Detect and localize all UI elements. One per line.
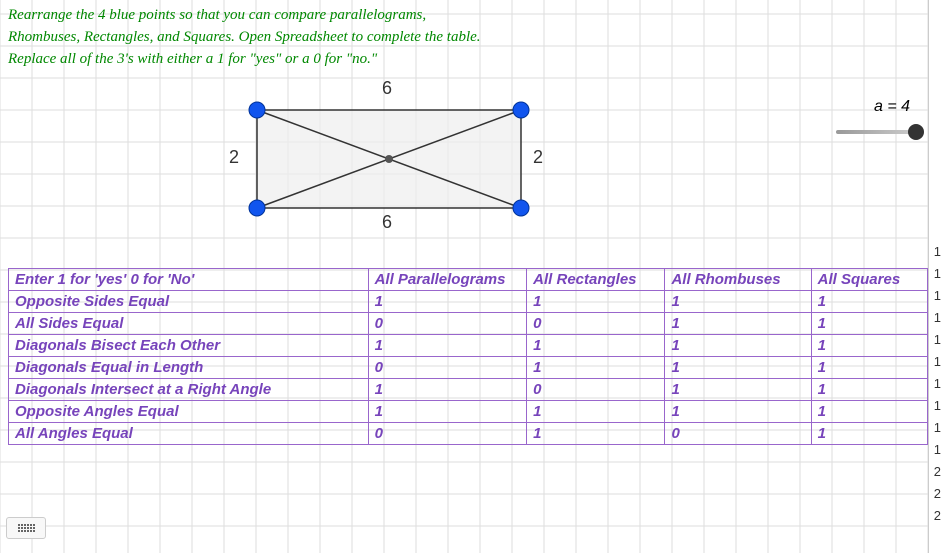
slider-track[interactable]: [836, 130, 916, 134]
value-cell[interactable]: 1: [527, 423, 665, 445]
spreadsheet-row-number: 1: [934, 354, 945, 369]
spreadsheet-row-number: 1: [934, 332, 945, 347]
value-cell[interactable]: 1: [527, 335, 665, 357]
value-cell[interactable]: 0: [368, 313, 527, 335]
draggable-point-1[interactable]: [513, 102, 529, 118]
property-name-cell: Diagonals Intersect at a Right Angle: [9, 379, 369, 401]
value-cell[interactable]: 1: [665, 335, 811, 357]
draggable-point-0[interactable]: [249, 102, 265, 118]
geometry-figure: 6 2 6 2: [0, 0, 928, 260]
spreadsheet-row-number: 1: [934, 266, 945, 281]
table-row: Opposite Angles Equal1111: [9, 401, 928, 423]
spreadsheet-row-number: 2: [934, 464, 945, 479]
value-cell[interactable]: 0: [368, 423, 527, 445]
value-cell[interactable]: 0: [665, 423, 811, 445]
slider-a[interactable]: a = 4: [836, 98, 916, 134]
value-cell[interactable]: 1: [527, 401, 665, 423]
table-row: Diagonals Bisect Each Other1111: [9, 335, 928, 357]
spreadsheet-row-number: 1: [934, 310, 945, 325]
center-point: [385, 155, 393, 163]
value-cell[interactable]: 1: [665, 357, 811, 379]
draggable-point-3[interactable]: [249, 200, 265, 216]
spreadsheet-row-number: 1: [934, 288, 945, 303]
value-cell[interactable]: 1: [368, 291, 527, 313]
value-cell[interactable]: 1: [665, 291, 811, 313]
value-cell[interactable]: 0: [368, 357, 527, 379]
spreadsheet-row-number: 2: [934, 486, 945, 501]
table-row: Diagonals Intersect at a Right Angle1011: [9, 379, 928, 401]
property-name-cell: All Sides Equal: [9, 313, 369, 335]
value-cell[interactable]: 1: [811, 401, 927, 423]
value-cell[interactable]: 1: [527, 357, 665, 379]
side-length-label: 2: [533, 147, 543, 167]
side-length-label: 6: [382, 212, 392, 232]
property-name-cell: Opposite Angles Equal: [9, 401, 369, 423]
geogebra-canvas[interactable]: Rearrange the 4 blue points so that you …: [0, 0, 928, 553]
value-cell[interactable]: 1: [811, 423, 927, 445]
value-cell[interactable]: 1: [811, 313, 927, 335]
properties-table-container: Enter 1 for 'yes' 0 for 'No'All Parallel…: [8, 268, 928, 445]
table-header-cell: All Squares: [811, 269, 927, 291]
table-row: All Angles Equal0101: [9, 423, 928, 445]
draggable-point-2[interactable]: [513, 200, 529, 216]
properties-table: Enter 1 for 'yes' 0 for 'No'All Parallel…: [8, 268, 928, 445]
value-cell[interactable]: 0: [527, 379, 665, 401]
value-cell[interactable]: 1: [665, 379, 811, 401]
value-cell[interactable]: 1: [811, 335, 927, 357]
property-name-cell: All Angles Equal: [9, 423, 369, 445]
value-cell[interactable]: 1: [811, 357, 927, 379]
virtual-keyboard-button[interactable]: [6, 517, 46, 539]
spreadsheet-row-number: 1: [934, 442, 945, 457]
side-length-label: 6: [382, 78, 392, 98]
keyboard-icon: [18, 524, 35, 532]
spreadsheet-panel-edge[interactable]: 1 1 1 1 1 1 1 1 1 1 2 2 2: [928, 0, 948, 553]
table-row: Opposite Sides Equal1111: [9, 291, 928, 313]
table-header-cell: All Rhombuses: [665, 269, 811, 291]
value-cell[interactable]: 1: [368, 335, 527, 357]
value-cell[interactable]: 1: [368, 379, 527, 401]
property-name-cell: Opposite Sides Equal: [9, 291, 369, 313]
value-cell[interactable]: 1: [368, 401, 527, 423]
spreadsheet-row-number: 1: [934, 420, 945, 435]
property-name-cell: Diagonals Equal in Length: [9, 357, 369, 379]
table-header-cell: Enter 1 for 'yes' 0 for 'No': [9, 269, 369, 291]
slider-thumb[interactable]: [908, 124, 924, 140]
table-header-cell: All Parallelograms: [368, 269, 527, 291]
table-row: All Sides Equal0011: [9, 313, 928, 335]
property-name-cell: Diagonals Bisect Each Other: [9, 335, 369, 357]
spreadsheet-row-number: 1: [934, 376, 945, 391]
slider-label: a = 4: [836, 98, 916, 116]
value-cell[interactable]: 1: [665, 313, 811, 335]
value-cell[interactable]: 1: [811, 379, 927, 401]
value-cell[interactable]: 0: [527, 313, 665, 335]
value-cell[interactable]: 1: [527, 291, 665, 313]
table-header-cell: All Rectangles: [527, 269, 665, 291]
spreadsheet-row-number: 1: [934, 398, 945, 413]
value-cell[interactable]: 1: [665, 401, 811, 423]
spreadsheet-row-number: 2: [934, 508, 945, 523]
side-length-label: 2: [229, 147, 239, 167]
spreadsheet-row-number: 1: [934, 244, 945, 259]
value-cell[interactable]: 1: [811, 291, 927, 313]
table-row: Diagonals Equal in Length0111: [9, 357, 928, 379]
table-header-row: Enter 1 for 'yes' 0 for 'No'All Parallel…: [9, 269, 928, 291]
